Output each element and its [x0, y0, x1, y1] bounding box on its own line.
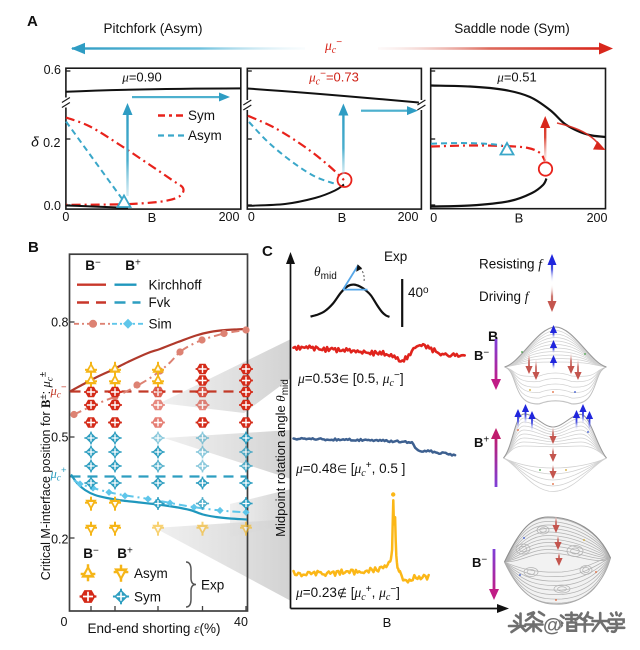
svg-text:0: 0	[248, 210, 255, 224]
svg-text:C: C	[262, 243, 273, 260]
svg-text:A: A	[27, 13, 38, 30]
svg-text:End-end shorting ε(%): End-end shorting ε(%)	[88, 621, 221, 636]
svg-text:200: 200	[219, 210, 240, 224]
svg-text:200: 200	[587, 211, 608, 225]
svg-text:0.0: 0.0	[44, 199, 61, 213]
svg-text:Saddle node (Sym): Saddle node (Sym)	[454, 21, 570, 36]
svg-text:μc−: μc−	[324, 37, 342, 56]
svg-text:@: @	[543, 615, 562, 637]
svg-text:0.6: 0.6	[44, 63, 61, 77]
svg-text:μc−: μc−	[49, 382, 67, 401]
svg-text:0: 0	[61, 615, 68, 629]
svg-text:μc−=0.73: μc−=0.73	[308, 69, 359, 88]
svg-text:μc+: μc+	[49, 465, 67, 484]
svg-text:Driving f: Driving f	[479, 289, 531, 304]
svg-text:B: B	[148, 210, 157, 225]
svg-text:Fvk: Fvk	[149, 295, 171, 310]
svg-text:Critical M-interface position: Critical M-interface position for B±: μc…	[38, 372, 56, 581]
svg-text:B: B	[383, 615, 392, 630]
svg-text:Asym: Asym	[188, 128, 222, 143]
svg-text:μ=0.51: μ=0.51	[496, 70, 536, 85]
svg-text:Sym: Sym	[188, 108, 215, 123]
svg-text:Sym: Sym	[134, 590, 161, 605]
svg-text:0.2: 0.2	[51, 533, 68, 547]
svg-text:Sim: Sim	[149, 317, 172, 332]
svg-text:B: B	[28, 239, 39, 256]
svg-text:Asym: Asym	[134, 566, 168, 581]
svg-text:0.5: 0.5	[51, 431, 68, 445]
svg-text:B: B	[488, 328, 498, 344]
svg-text:θmid: θmid	[314, 264, 337, 282]
svg-text:μ=0.53∈ [0.5, μc−]: μ=0.53∈ [0.5, μc−]	[297, 370, 404, 389]
svg-text:B: B	[515, 211, 524, 226]
svg-text:200: 200	[398, 210, 419, 224]
svg-text:0: 0	[62, 210, 69, 224]
svg-text:Midpoint rotation angle θmid: Midpoint rotation angle θmid	[273, 379, 291, 537]
svg-text:Pitchfork (Asym): Pitchfork (Asym)	[103, 21, 202, 36]
svg-text:0: 0	[430, 211, 437, 225]
svg-text:Exp: Exp	[384, 249, 407, 264]
svg-text:Resisting f: Resisting f	[479, 257, 544, 272]
svg-text:μ=0.90: μ=0.90	[121, 70, 161, 85]
svg-text:40: 40	[234, 615, 248, 629]
svg-text:0.2: 0.2	[43, 136, 60, 150]
svg-text:μ=0.48∈ [μc+, 0.5 ]: μ=0.48∈ [μc+, 0.5 ]	[295, 460, 405, 479]
svg-text:0.8: 0.8	[51, 316, 68, 330]
svg-text:μ=0.23∉ [μc+, μc−]: μ=0.23∉ [μc+, μc−]	[295, 584, 400, 603]
svg-text:Exp: Exp	[201, 578, 224, 593]
svg-text:B: B	[338, 210, 347, 225]
svg-text:δ: δ	[31, 134, 39, 150]
svg-text:Kirchhoff: Kirchhoff	[149, 278, 202, 293]
